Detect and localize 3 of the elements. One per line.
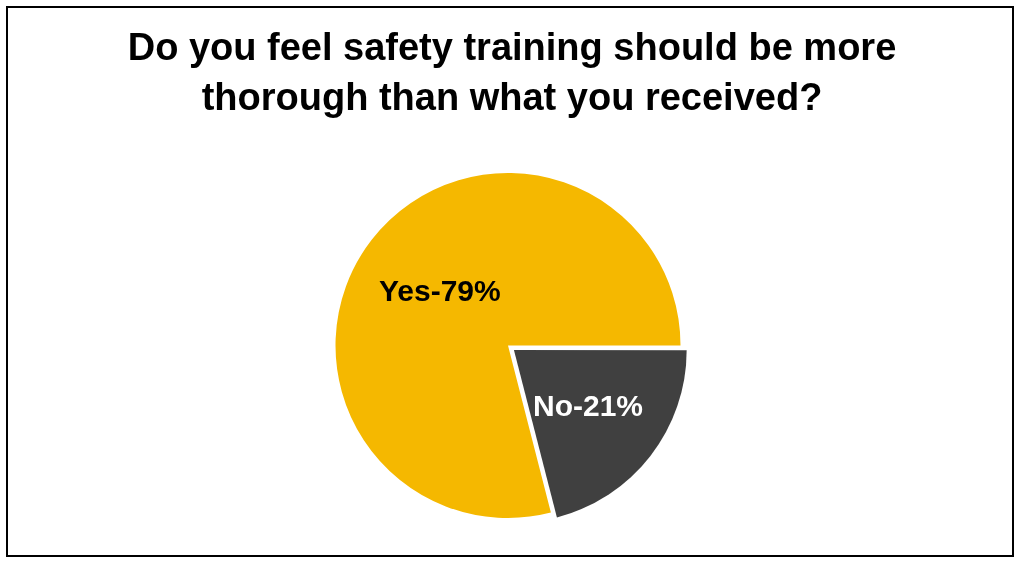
slice-label: Yes-79% — [378, 273, 501, 307]
chart-title: Do you feel safety training should be more thorough than what you received? — [126, 25, 898, 120]
slice-label: No-21% — [532, 388, 644, 422]
